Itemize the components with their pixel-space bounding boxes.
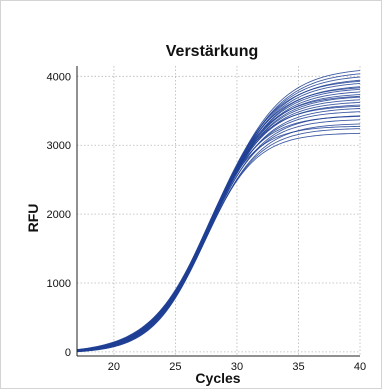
grid	[77, 66, 361, 356]
y-axis-label: RFU	[25, 204, 41, 233]
tick-labels: 20 25 30 35 40 0 1000 2000 3000 4000	[47, 71, 367, 373]
amplification-curve	[76, 115, 361, 352]
chart-title: Verstärkung	[166, 43, 258, 60]
y-tick-label: 2000	[47, 209, 71, 221]
amplification-curve	[76, 104, 361, 352]
y-tick-label: 1000	[47, 278, 71, 290]
amplification-curve	[76, 115, 361, 352]
x-tick-label: 25	[169, 361, 181, 373]
curves	[76, 70, 361, 353]
amplification-curve	[76, 111, 361, 352]
amplification-curve	[76, 95, 361, 351]
amplification-curve	[76, 80, 361, 351]
x-tick-label: 35	[292, 361, 304, 373]
x-tick-label: 40	[354, 361, 366, 373]
amplification-curve	[76, 83, 361, 351]
amplification-curve	[76, 94, 361, 351]
x-axis-label: Cycles	[195, 370, 240, 386]
amplification-curve	[76, 99, 361, 352]
amplification-curve	[76, 79, 361, 351]
amplification-curve	[76, 132, 361, 353]
amplification-curve	[76, 128, 361, 352]
amplification-curve	[76, 125, 361, 353]
y-tick-label: 0	[65, 347, 71, 359]
axes	[76, 66, 360, 357]
y-tick-label: 3000	[47, 140, 71, 152]
x-tick-label: 20	[108, 361, 120, 373]
amplification-curve	[76, 86, 361, 351]
y-tick-label: 4000	[47, 71, 71, 83]
amplification-curve	[76, 123, 361, 352]
x-tick-label: 30	[231, 361, 243, 373]
amplification-curve	[76, 119, 361, 352]
amplification-curve	[76, 101, 361, 352]
amplification-curve	[76, 105, 361, 352]
